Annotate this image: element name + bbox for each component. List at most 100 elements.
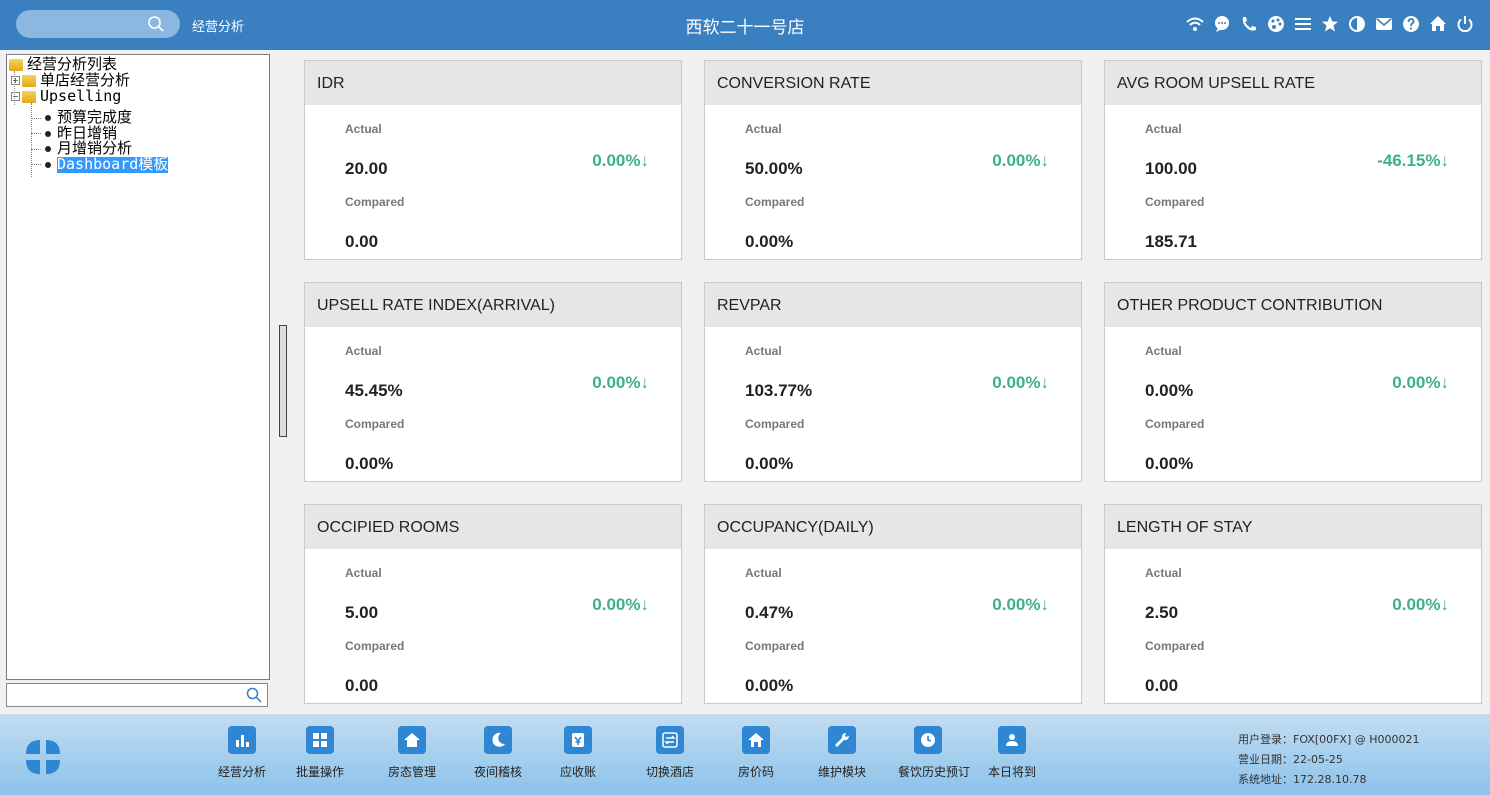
tool-switch-hotel[interactable]: 切换酒店 xyxy=(640,726,700,780)
app-title: 经营分析 xyxy=(192,20,245,35)
app-logo-icon[interactable] xyxy=(22,736,64,778)
wifi-icon[interactable] xyxy=(1186,12,1204,36)
kpi-card: OTHER PRODUCT CONTRIBUTION Actual 0.00% … xyxy=(1104,282,1482,482)
actual-value: 0.47% xyxy=(745,603,794,622)
tree-item-dashboard[interactable]: Dashboard模板 xyxy=(45,155,169,173)
help-icon[interactable] xyxy=(1402,12,1420,36)
bottom-toolbar: 经营分析 批量操作 房态管理 夜间稽核 应收账 切换酒店 房价码 维护模块 餐饮… xyxy=(0,714,1490,795)
tool-receivables[interactable]: 应收账 xyxy=(548,726,608,780)
actual-value: 5.00 xyxy=(345,603,379,622)
panel-splitter[interactable] xyxy=(279,325,287,437)
tree-root[interactable]: 经营分析列表 xyxy=(9,55,118,73)
kpi-card: REVPAR Actual 103.77% 0.00%↓ Compared 0.… xyxy=(704,282,1082,482)
change-percent: 0.00%↓ xyxy=(592,151,649,170)
clock-icon xyxy=(914,726,942,754)
batch-icon xyxy=(306,726,334,754)
tree-item-label: Upselling xyxy=(40,87,122,105)
collapse-icon[interactable]: − xyxy=(11,92,20,102)
compared-label: Compared xyxy=(345,417,405,431)
tool-label: 经营分析 xyxy=(217,765,266,779)
actual-label: Actual xyxy=(1145,122,1182,136)
folder-icon xyxy=(22,74,36,87)
top-bar: 经营分析 西软二十一号店 xyxy=(0,0,1490,50)
actual-label: Actual xyxy=(345,566,382,580)
compared-value: 185.71 xyxy=(1145,232,1197,251)
tree-search-input[interactable] xyxy=(6,683,268,707)
change-percent: -46.15%↓ xyxy=(1377,151,1449,170)
change-percent: 0.00%↓ xyxy=(592,595,649,614)
tool-maintenance[interactable]: 维护模块 xyxy=(812,726,872,780)
bullet-icon xyxy=(45,145,51,152)
tree-item-single-store[interactable]: + 单店经营分析 xyxy=(11,71,131,89)
tool-arrivals-today[interactable]: 本日将到 xyxy=(982,726,1042,780)
folder-icon xyxy=(22,90,36,103)
tool-dining-history[interactable]: 餐饮历史预订 xyxy=(898,726,971,780)
kpi-card-title: REVPAR xyxy=(705,283,1081,327)
change-percent: 0.00%↓ xyxy=(1392,595,1449,614)
home-icon[interactable] xyxy=(1429,12,1447,36)
tool-label: 维护模块 xyxy=(817,765,866,779)
chat-icon[interactable] xyxy=(1213,12,1231,36)
search-icon[interactable] xyxy=(146,14,166,34)
tool-night-audit[interactable]: 夜间稽核 xyxy=(468,726,528,780)
global-search-input[interactable] xyxy=(16,10,180,38)
tree-item-label: Dashboard模板 xyxy=(57,155,169,173)
tool-business-analysis[interactable]: 经营分析 xyxy=(212,726,272,780)
change-percent: 0.00%↓ xyxy=(592,373,649,392)
bullet-icon xyxy=(45,130,51,137)
tree-item-upselling[interactable]: − Upselling xyxy=(11,87,122,105)
power-icon[interactable] xyxy=(1456,12,1474,36)
change-percent: 0.00%↓ xyxy=(992,595,1049,614)
compared-value: 0.00% xyxy=(745,676,794,695)
tree-item-budget[interactable]: 预算完成度 xyxy=(45,109,132,126)
kpi-card-title: AVG ROOM UPSELL RATE xyxy=(1105,61,1481,105)
kpi-card-title: CONVERSION RATE xyxy=(705,61,1081,105)
compared-value: 0.00 xyxy=(1145,676,1179,695)
actual-value: 20.00 xyxy=(345,159,388,178)
tree-item-label: 月增销分析 xyxy=(57,139,133,157)
search-icon[interactable] xyxy=(245,686,263,704)
phone-icon[interactable] xyxy=(1240,12,1258,36)
kpi-card: IDR Actual 20.00 0.00%↓ Compared 0.00 xyxy=(304,60,682,260)
actual-value: 50.00% xyxy=(745,159,803,178)
star-icon[interactable] xyxy=(1321,12,1339,36)
palette-icon[interactable] xyxy=(1267,12,1285,36)
tool-rate-code[interactable]: 房价码 xyxy=(726,726,786,780)
actual-label: Actual xyxy=(1145,344,1182,358)
tree-item-label: 单店经营分析 xyxy=(40,71,131,89)
login-user: 用户登录：FOX[00FX] @ H000021 xyxy=(1238,733,1420,746)
compared-label: Compared xyxy=(1145,639,1205,653)
wrench-icon xyxy=(828,726,856,754)
kpi-card: OCCUPANCY(DAILY) Actual 0.47% 0.00%↓ Com… xyxy=(704,504,1082,704)
contrast-icon[interactable] xyxy=(1348,12,1366,36)
compared-value: 0.00 xyxy=(345,232,379,251)
expand-icon[interactable]: + xyxy=(11,76,20,86)
tree-item-monthly[interactable]: 月增销分析 xyxy=(45,139,133,157)
kpi-card: CONVERSION RATE Actual 50.00% 0.00%↓ Com… xyxy=(704,60,1082,260)
actual-value: 100.00 xyxy=(1145,159,1197,178)
tree-item-yesterday[interactable]: 昨日增销 xyxy=(45,125,117,142)
mail-icon[interactable] xyxy=(1375,12,1393,36)
kpi-card-title: OCCUPANCY(DAILY) xyxy=(705,505,1081,549)
tool-room-status[interactable]: 房态管理 xyxy=(382,726,442,780)
tool-batch-ops[interactable]: 批量操作 xyxy=(290,726,350,780)
arrival-icon xyxy=(998,726,1026,754)
tree-guide-line xyxy=(31,103,32,177)
change-percent: 0.00%↓ xyxy=(1392,373,1449,392)
compared-value: 0.00% xyxy=(745,454,794,473)
tool-label: 房价码 xyxy=(737,765,774,779)
compared-label: Compared xyxy=(345,639,405,653)
compared-label: Compared xyxy=(745,195,805,209)
kpi-card-title: UPSELL RATE INDEX(ARRIVAL) xyxy=(305,283,681,327)
moon-icon xyxy=(484,726,512,754)
compared-value: 0.00% xyxy=(1145,454,1194,473)
tree-guide-line xyxy=(31,164,41,165)
tree-guide-line xyxy=(31,149,41,150)
home-icon xyxy=(742,726,770,754)
tree-root-label: 经营分析列表 xyxy=(27,55,118,73)
tool-label: 餐饮历史预订 xyxy=(898,765,971,779)
actual-value: 0.00% xyxy=(1145,381,1194,400)
kpi-card-title: OTHER PRODUCT CONTRIBUTION xyxy=(1105,283,1481,327)
menu-icon[interactable] xyxy=(1294,12,1312,36)
compared-label: Compared xyxy=(745,417,805,431)
